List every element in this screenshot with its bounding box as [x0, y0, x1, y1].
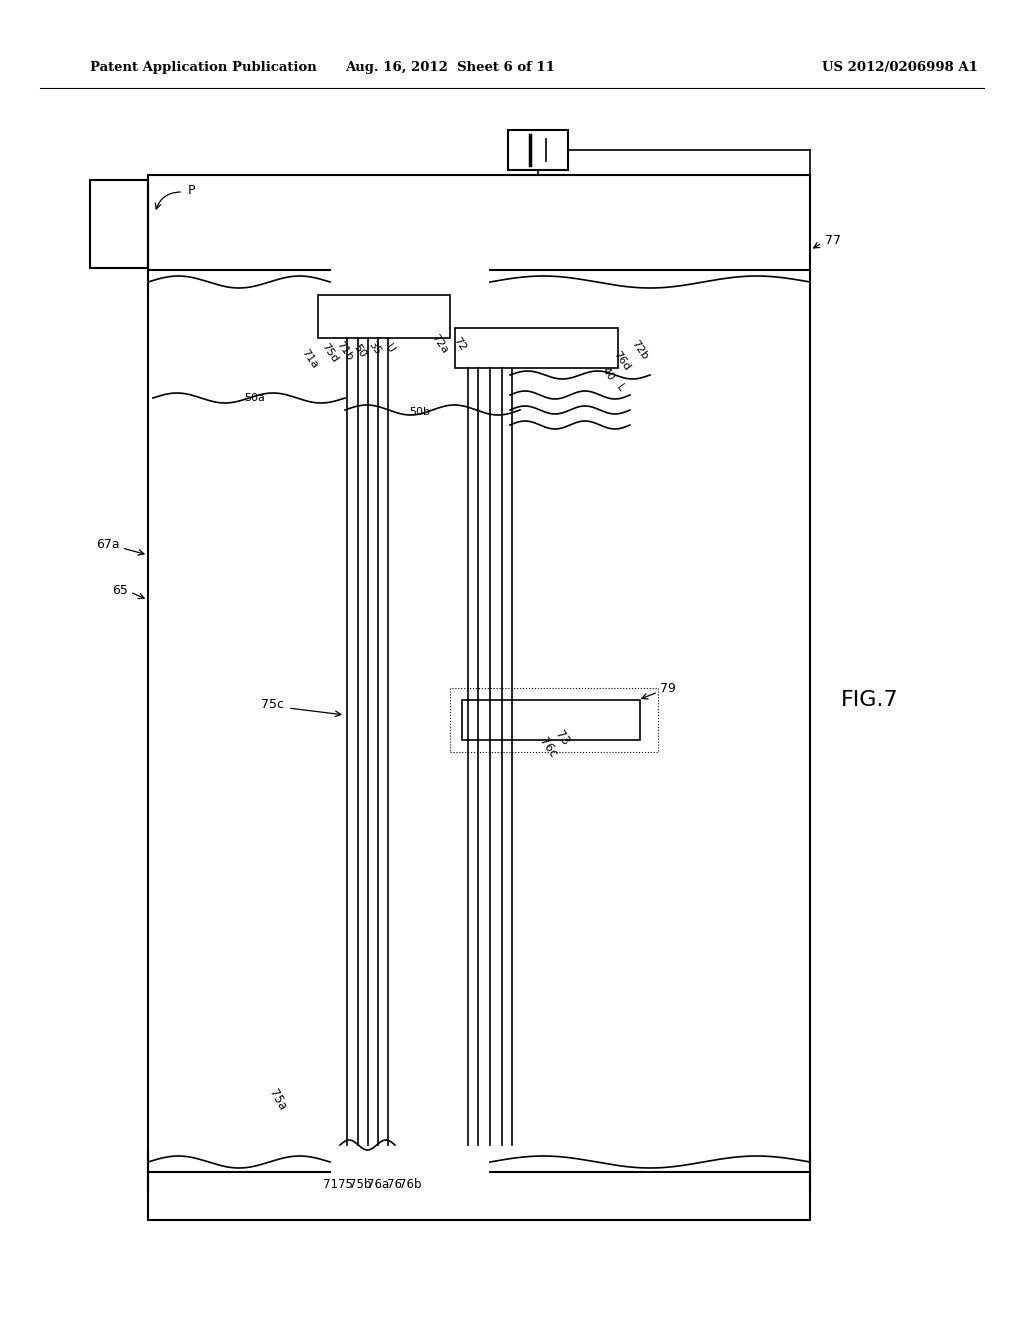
- Text: 77: 77: [825, 234, 841, 247]
- Text: 75c: 75c: [260, 698, 284, 711]
- Text: 76c: 76c: [537, 735, 559, 760]
- Text: L: L: [614, 383, 626, 393]
- Text: 76a: 76a: [367, 1179, 389, 1192]
- Text: 72: 72: [452, 335, 468, 352]
- Text: 35: 35: [367, 339, 383, 356]
- Text: 79: 79: [660, 681, 676, 694]
- Text: 76b: 76b: [398, 1179, 421, 1192]
- Text: 72a: 72a: [430, 331, 451, 355]
- Text: Patent Application Publication: Patent Application Publication: [90, 62, 316, 74]
- Text: 67a: 67a: [96, 539, 120, 552]
- Bar: [450, 688, 658, 752]
- Text: 76: 76: [386, 1179, 401, 1192]
- Bar: [455, 327, 618, 368]
- Bar: [318, 294, 450, 338]
- Text: 76d: 76d: [611, 350, 632, 374]
- Text: 75: 75: [338, 1179, 352, 1192]
- Text: 50a: 50a: [245, 393, 265, 403]
- Bar: [462, 700, 640, 741]
- Text: 75a: 75a: [267, 1088, 289, 1113]
- Text: 40: 40: [600, 366, 616, 383]
- Text: 73: 73: [552, 729, 571, 748]
- Bar: [508, 129, 568, 170]
- Text: US 2012/0206998 A1: US 2012/0206998 A1: [822, 62, 978, 74]
- Text: 72b: 72b: [630, 339, 650, 362]
- Text: 71: 71: [323, 1179, 338, 1192]
- Text: P: P: [188, 183, 196, 197]
- Text: U: U: [384, 343, 396, 355]
- Text: Aug. 16, 2012  Sheet 6 of 11: Aug. 16, 2012 Sheet 6 of 11: [345, 62, 555, 74]
- Text: 71b: 71b: [335, 339, 355, 362]
- Text: 50b: 50b: [410, 407, 430, 417]
- Bar: [90, 180, 148, 268]
- Text: 75b: 75b: [349, 1179, 371, 1192]
- Text: 71a: 71a: [300, 347, 321, 370]
- Text: FIG.7: FIG.7: [841, 690, 899, 710]
- Text: 65: 65: [112, 583, 128, 597]
- Text: 50: 50: [352, 343, 368, 360]
- Text: 75d: 75d: [319, 342, 340, 366]
